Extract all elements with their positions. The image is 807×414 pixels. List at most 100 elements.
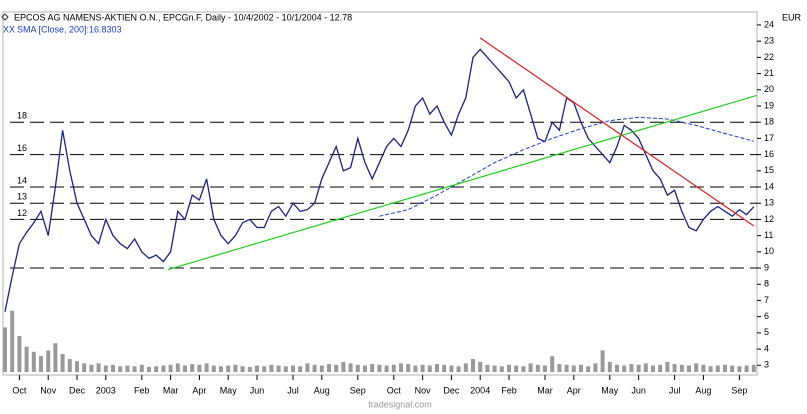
level-label: 13 (17, 192, 27, 202)
y-tick-label: 10 (764, 246, 774, 256)
volume-bar (139, 364, 144, 372)
volume-bar (46, 350, 51, 372)
volume-bar (89, 364, 94, 372)
volume-bar (694, 363, 699, 372)
volume-bar (211, 365, 216, 372)
volume-bar (651, 365, 655, 372)
volume-bar (334, 364, 339, 372)
x-tick-label: Oct (12, 385, 27, 395)
volume-bar (219, 366, 223, 372)
volume-bar (60, 354, 65, 372)
volume-bar (665, 361, 670, 372)
x-tick-label: May (601, 385, 619, 395)
volume-bar (701, 364, 706, 372)
volume-bar (298, 366, 303, 372)
volume-bar (168, 364, 173, 372)
y-tick-label: 19 (764, 100, 774, 110)
x-tick-label: Feb (501, 385, 517, 395)
volume-bar (348, 363, 353, 372)
volume-bar (370, 364, 375, 372)
watermark: tradesignal.com (368, 399, 432, 409)
volume-bar (125, 365, 130, 372)
level-label: 16 (17, 143, 27, 153)
x-tick-label: Oct (387, 385, 402, 395)
volume-bar (384, 365, 389, 372)
trendline (167, 94, 757, 271)
x-tick-label: Apr (567, 385, 581, 395)
y-tick-label: 4 (764, 343, 769, 353)
volume-bar (456, 366, 461, 372)
title-icon (1, 13, 9, 21)
x-tick-label: Mar (163, 385, 179, 395)
y-tick-label: 23 (764, 36, 774, 46)
volume-bar (471, 359, 475, 372)
volume-bar (550, 356, 555, 372)
volume-bar (442, 364, 447, 372)
y-tick-label: 3 (764, 360, 769, 370)
volume-bar (737, 366, 742, 372)
x-tick-label: Nov (415, 385, 432, 395)
volume-bar (586, 366, 591, 372)
x-tick-label: 2004 (470, 385, 490, 395)
volume-bar (528, 363, 533, 372)
price-line (4, 48, 755, 312)
volume-bar (269, 364, 274, 372)
volume-bar (283, 366, 288, 372)
volume-bar (420, 364, 425, 372)
y-tick-label: 20 (764, 84, 774, 94)
volume-bar (600, 350, 605, 372)
volume-bar (175, 363, 180, 372)
volume-bar (305, 363, 310, 372)
y-tick-label: 5 (764, 327, 769, 337)
volume-bar (708, 366, 713, 372)
volume-bar (118, 366, 123, 372)
x-tick-label: Jul (669, 385, 681, 395)
volume-bar (132, 366, 137, 372)
y-tick-label: 21 (764, 68, 774, 78)
x-tick-label: Aug (314, 385, 330, 395)
x-tick-label: Dec (443, 385, 460, 395)
volume-bar (485, 364, 490, 372)
volume-bar (427, 365, 432, 372)
x-tick-label: Dec (69, 385, 86, 395)
plot-frame (2, 11, 758, 376)
volume-bar (17, 336, 22, 372)
y-tick-label: 24 (764, 19, 774, 29)
volume-bar (96, 363, 101, 372)
volume-bar (226, 365, 231, 372)
level-label: 14 (17, 175, 27, 185)
volume-bar (327, 364, 331, 372)
y-tick-label: 8 (764, 279, 769, 289)
volume-bar (262, 366, 267, 372)
volume-bar (399, 363, 403, 372)
volume-bar (579, 364, 583, 372)
x-tick-label: Jun (631, 385, 646, 395)
volume-bar (492, 365, 497, 372)
trendline (479, 37, 755, 227)
y-tick-label: 6 (764, 311, 769, 321)
volume-bar (406, 364, 411, 372)
volume-bar (10, 310, 15, 372)
level-label: 12 (17, 208, 27, 218)
volume-bar (204, 363, 209, 372)
volume-bar (723, 364, 727, 372)
x-tick-label: Sep (350, 385, 366, 395)
x-tick-label: Aug (695, 385, 711, 395)
volume-bar (111, 364, 115, 372)
volume-bar (255, 365, 259, 372)
currency-label: EUR (782, 12, 802, 22)
volume-bar (730, 365, 735, 372)
x-tick-label: Mar (537, 385, 553, 395)
volume-bar (535, 364, 540, 372)
volume-bar (233, 364, 238, 372)
volume-bar (449, 365, 454, 372)
x-tick-label: May (220, 385, 238, 395)
legend-marker: XX (3, 24, 15, 34)
volume-bar (463, 363, 468, 372)
volume-bar (514, 365, 519, 372)
y-tick-label: 9 (764, 262, 769, 272)
volume-bar (355, 364, 360, 372)
volume-bar (615, 364, 619, 372)
